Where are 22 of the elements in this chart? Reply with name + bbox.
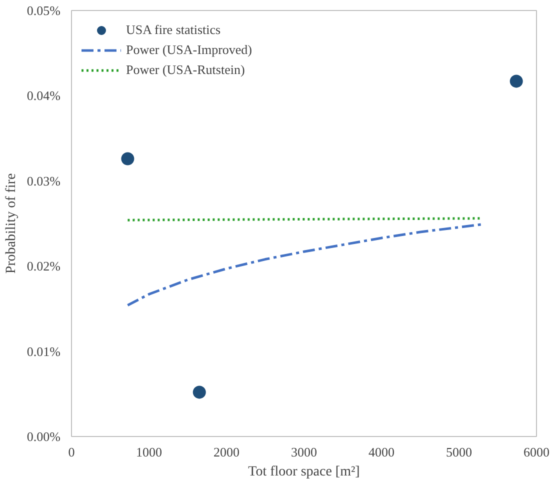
x-axis-title: Tot floor space [m²]	[248, 464, 360, 480]
y-tick-label: 0.04%	[26, 88, 61, 104]
line-series	[126, 223, 484, 307]
point	[192, 386, 206, 399]
legend-label: Power (USA-Rutstein)	[126, 62, 245, 78]
point	[510, 74, 523, 88]
y-tick-label: 0.03%	[26, 173, 61, 188]
y-axis-title: Probability of fire	[4, 173, 19, 274]
x-tick-label: 1000	[136, 444, 162, 460]
x-tick-label: 2000	[214, 444, 240, 460]
x-tick-label: 3000	[291, 444, 317, 460]
y-tick-label: 0.00%	[26, 429, 61, 444]
x-tick-label: 0	[68, 444, 75, 460]
y-tick-label: 0.05%	[26, 3, 61, 18]
x-tick-label: 5000	[446, 444, 472, 460]
x-tick-label: 4000	[368, 444, 394, 460]
legend-label: USA fire statistics	[126, 22, 221, 38]
y-tick-label: 0.01%	[26, 344, 61, 359]
point	[121, 152, 134, 166]
legend-label: Power (USA-Improved)	[126, 42, 252, 58]
y-tick-label: 0.02%	[26, 258, 61, 274]
x-tick-label: 6000	[524, 444, 550, 460]
